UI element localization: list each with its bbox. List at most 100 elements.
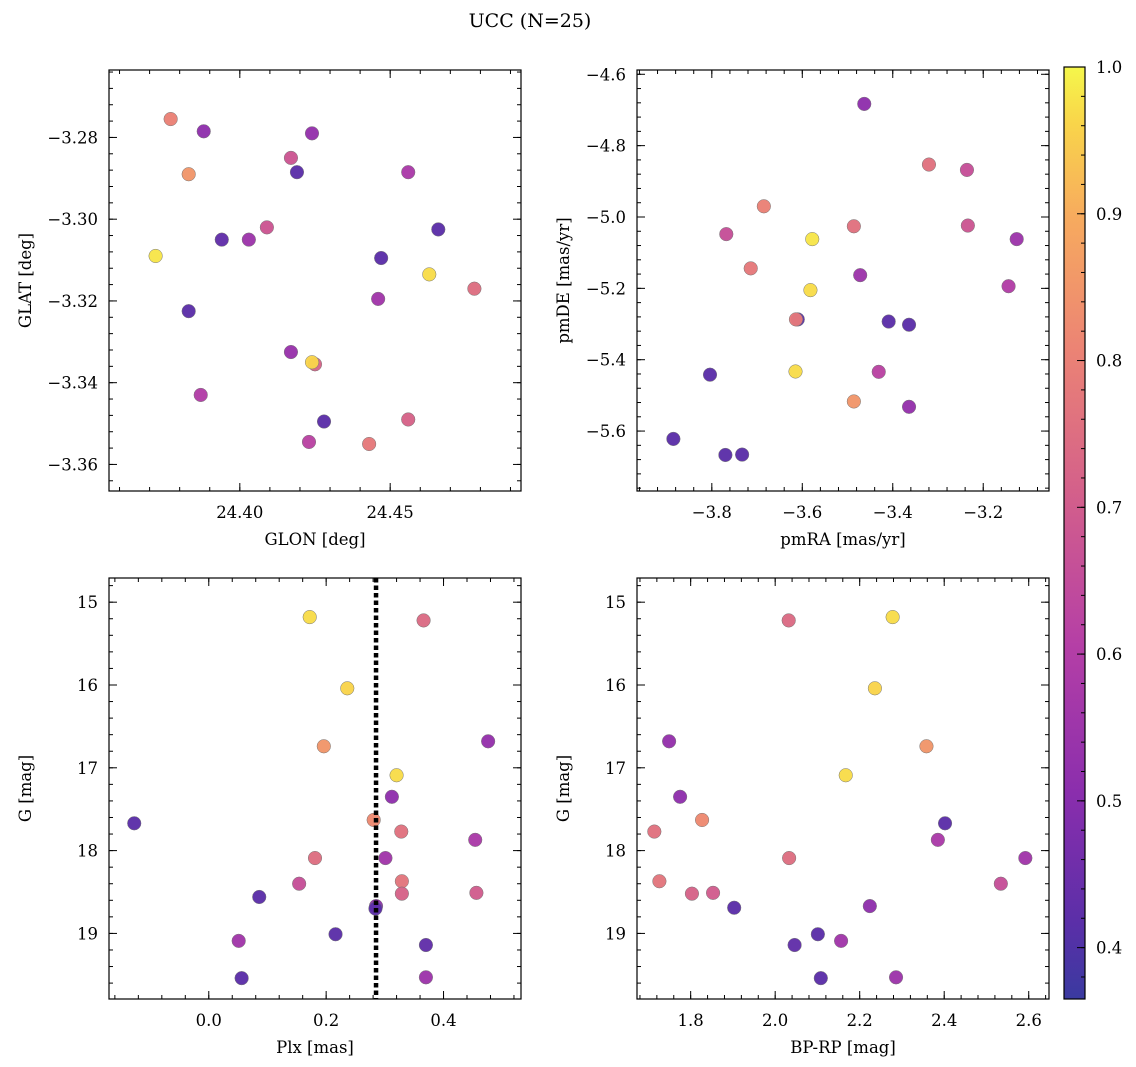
scatter-point: [481, 734, 496, 749]
scatter-point: [781, 613, 796, 628]
y-axis-label: pmDE [mas/yr]: [554, 217, 573, 343]
plot-frame: [108, 577, 522, 1000]
scatter-point: [959, 162, 974, 177]
scatter-point: [930, 832, 945, 847]
panel-top-left: 24.40 24.45 −3.36 −3.34 −3.32 −3.30 −3.28 GLON …: [16, 69, 522, 549]
y-axis-label: GLAT [deg]: [16, 233, 35, 328]
scatter-point: [1018, 851, 1033, 866]
x-tick-label: 0.2: [313, 1011, 339, 1030]
y-tick-label: −4.8: [586, 137, 626, 156]
scatter-point: [919, 739, 934, 754]
scatter-point: [960, 218, 975, 233]
y-tick-label: 15: [77, 593, 98, 612]
scatter-point: [307, 851, 323, 866]
scatter-point: [810, 927, 825, 942]
plot-frame: [108, 69, 522, 492]
y-tick-label: −4.6: [586, 65, 626, 84]
scatter-point: [834, 933, 849, 948]
scatter-point: [652, 874, 667, 889]
scatter-point: [901, 399, 917, 414]
x-tick-label: −3.4: [873, 503, 913, 522]
scatter-point: [719, 227, 734, 242]
scatter-point: [695, 812, 710, 828]
colorbar: 0.4 0.5 0.6 0.7 0.8 0.9 1.0: [1063, 58, 1122, 1000]
scatter-point: [374, 250, 389, 266]
scatter-point: [756, 199, 771, 214]
scatter-point: [787, 937, 802, 953]
scatter-point: [469, 885, 484, 900]
scatter-point: [362, 436, 377, 452]
colorbar-tick-label: 0.6: [1096, 645, 1122, 664]
scatter-points: [127, 610, 496, 986]
scatter-point: [378, 851, 393, 866]
scatter-point: [366, 812, 381, 828]
scatter-point: [1001, 279, 1016, 294]
x-axis-label: Plx [mas]: [276, 1038, 354, 1057]
scatter-point: [788, 364, 803, 379]
scatter-point: [846, 219, 861, 234]
x-axis-label: pmRA [mas/yr]: [780, 530, 905, 549]
scatter-point: [666, 431, 681, 446]
scatter-point: [921, 157, 936, 172]
x-tick-label: 2.4: [931, 1011, 957, 1030]
scatter-point: [871, 364, 886, 379]
scatter-point: [867, 681, 882, 696]
scatter-point: [259, 220, 274, 235]
scatter-point: [418, 937, 433, 953]
scatter-point: [702, 367, 718, 382]
scatter-point: [371, 291, 386, 306]
scatter-point: [304, 355, 320, 370]
scatter-point: [302, 610, 317, 625]
y-tick-label: −3.30: [47, 210, 98, 229]
y-tick-label: 15: [605, 593, 626, 612]
scatter-point: [401, 412, 416, 427]
scatter-point: [813, 971, 828, 986]
y-tick-label: 17: [77, 759, 98, 778]
ticks: [109, 578, 521, 999]
scatter-point: [788, 312, 804, 327]
scatter-point: [301, 434, 317, 450]
x-tick-label: 2.6: [1016, 1011, 1042, 1030]
scatter-point: [1009, 232, 1024, 247]
scatter-point: [993, 876, 1008, 891]
scatter-point: [684, 886, 699, 901]
x-axis-label: GLON [deg]: [264, 530, 365, 549]
scatter-point: [901, 317, 917, 332]
scatter-points: [647, 610, 1033, 986]
y-tick-label: 19: [605, 924, 626, 943]
y-tick-label: −3.34: [47, 374, 98, 393]
scatter-point: [853, 268, 868, 283]
scatter-point: [193, 387, 208, 402]
scatter-point: [340, 681, 355, 696]
scatter-point: [885, 610, 900, 625]
scatter-point: [304, 126, 320, 141]
y-tick-label: −3.28: [47, 128, 98, 147]
scatter-point: [743, 261, 758, 276]
scatter-point: [735, 447, 750, 462]
scatter-point: [181, 304, 196, 319]
plot-frame: [636, 69, 1050, 492]
scatter-point: [881, 314, 896, 329]
scatter-point: [231, 933, 246, 948]
scatter-points: [148, 111, 482, 452]
scatter-point: [181, 167, 196, 182]
scatter-point: [727, 900, 742, 915]
y-tick-label: 16: [605, 676, 626, 695]
y-tick-label: −5.4: [586, 351, 626, 370]
scatter-point: [394, 886, 409, 901]
scatter-point: [401, 165, 416, 180]
panel-bottom-left: 0.0 0.2 0.4 15 16 17 18 19 Plx [mas] G [mag]: [16, 577, 522, 1057]
scatter-point: [782, 851, 797, 866]
scatter-point: [718, 447, 733, 463]
scatter-point: [234, 971, 249, 986]
scatter-point: [292, 876, 307, 891]
scatter-point: [673, 789, 688, 804]
scatter-point: [647, 824, 662, 839]
scatter-point: [662, 734, 677, 749]
x-tick-label: 24.45: [367, 503, 414, 522]
x-tick-label: 0.0: [196, 1011, 222, 1030]
scatter-point: [214, 232, 229, 247]
y-axis-label: G [mag]: [554, 755, 573, 822]
x-tick-label: −3.8: [692, 503, 732, 522]
scatter-point: [283, 344, 298, 360]
